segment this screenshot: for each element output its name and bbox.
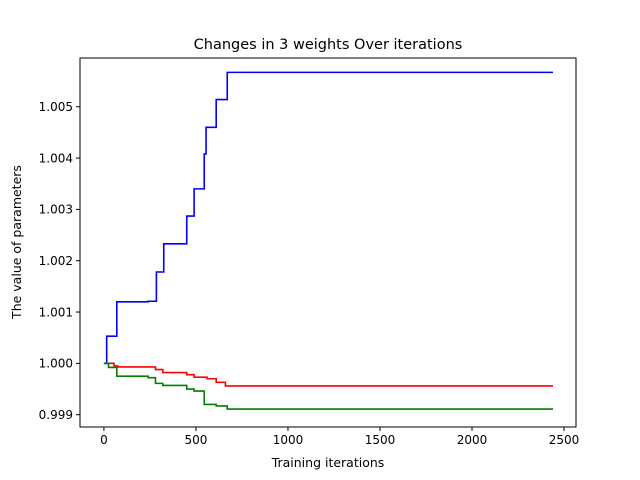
chart-title: Changes in 3 weights Over iterations: [194, 37, 463, 53]
series-line-3: [103, 362, 553, 410]
y-tick-label: 1.004: [39, 151, 73, 165]
x-axis-label: Training iterations: [271, 455, 385, 470]
y-tick-label: 1.001: [39, 305, 73, 319]
x-tick-label: 2500: [549, 433, 580, 447]
x-tick-label: 2000: [457, 433, 488, 447]
series-layer: [103, 71, 553, 410]
x-axis: 0 500 1000 1500 2000 2500: [100, 427, 579, 447]
y-axis-label: The value of parameters: [9, 165, 24, 320]
plot-frame: [79, 57, 577, 428]
y-tick-label: 1.000: [39, 357, 73, 371]
x-tick-label: 0: [100, 433, 108, 447]
y-tick-label: 0.999: [39, 408, 73, 422]
x-tick-label: 500: [184, 433, 207, 447]
series-line-2: [103, 362, 553, 387]
x-tick-label: 1500: [365, 433, 396, 447]
series-line-1: [103, 71, 553, 365]
y-tick-label: 1.003: [39, 203, 73, 217]
y-tick-label: 1.002: [39, 254, 73, 268]
x-tick-label: 1000: [273, 433, 304, 447]
y-tick-label: 1.005: [39, 100, 73, 114]
y-axis: 0.999 1.000 1.001 1.002 1.003 1.004 1.005: [39, 100, 80, 422]
